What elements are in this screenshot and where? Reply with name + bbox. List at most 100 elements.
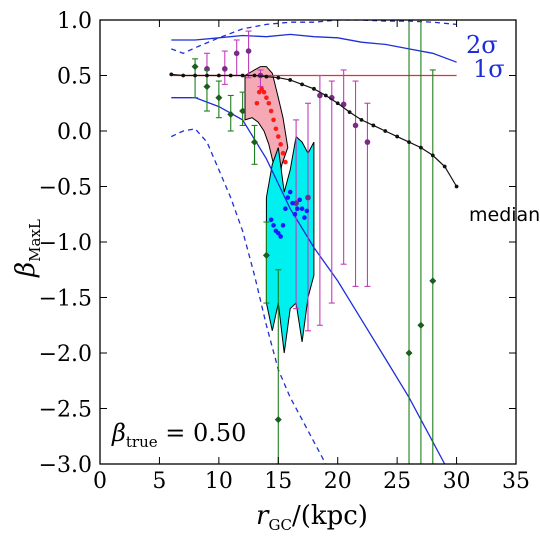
green-point <box>417 321 425 329</box>
sigma2-lower-curve <box>171 128 327 464</box>
median-point <box>359 118 364 122</box>
green-point <box>274 416 282 424</box>
red-dot <box>268 108 274 114</box>
median-point <box>264 74 269 79</box>
red-dot <box>271 117 276 123</box>
red-dot <box>278 142 283 147</box>
y-tick-label: −1.5 <box>39 287 92 312</box>
median-point <box>323 93 328 98</box>
green-point <box>215 94 223 102</box>
median-point <box>276 75 281 80</box>
one-sigma-label: 1σ <box>473 55 505 83</box>
magenta-point <box>317 92 323 99</box>
blue-dot <box>283 206 288 211</box>
green-point <box>203 83 211 91</box>
x-tick-label: 0 <box>93 469 107 494</box>
median-point <box>240 73 245 78</box>
median-point <box>371 123 376 128</box>
median-point <box>430 153 435 158</box>
median-point <box>288 78 293 82</box>
green-point <box>239 107 247 115</box>
blue-dot <box>295 206 300 211</box>
blue-dot <box>292 211 298 217</box>
x-tick-label: 35 <box>502 469 530 494</box>
blue-dot <box>268 217 274 223</box>
blue-dot <box>278 234 283 239</box>
red-dot <box>273 126 279 132</box>
x-tick-label: 25 <box>383 469 411 494</box>
x-axis-title: rGC/(kpc) <box>256 501 368 534</box>
blue-dot <box>304 208 310 214</box>
median-point <box>454 184 459 189</box>
green-point <box>429 277 437 285</box>
red-dot <box>256 89 262 95</box>
two-sigma-label: 2σ <box>466 31 498 59</box>
blue-dot <box>280 223 286 228</box>
red-dot <box>280 150 286 156</box>
blue-dot <box>285 195 291 200</box>
plot-layer <box>169 20 459 464</box>
median-point <box>169 72 174 77</box>
y-tick-label: 1.0 <box>57 9 92 34</box>
blue-dot <box>275 230 281 236</box>
median-point <box>205 73 209 78</box>
x-tick-label: 15 <box>264 469 292 494</box>
median-point <box>407 140 411 145</box>
blue-dot <box>302 215 307 220</box>
y-tick-label: −2.0 <box>39 342 92 367</box>
y-tick-label: −0.5 <box>39 176 92 201</box>
blue-dot <box>290 200 295 206</box>
magenta-point <box>245 48 252 54</box>
red-dot <box>259 86 264 92</box>
red-dot <box>266 100 272 106</box>
median-point <box>181 73 186 78</box>
magenta-point <box>352 122 359 129</box>
green-point <box>405 349 413 357</box>
magenta-point <box>293 200 299 206</box>
y-tick-label: 0.0 <box>57 120 92 145</box>
tick-layer: 0 5 10 15 20 25 30 35 1.0 0.5 0.0 −0.5 −1.0 −1.5 −2.0 −… <box>39 9 530 494</box>
magenta-point <box>233 50 240 57</box>
red-dot <box>275 134 281 139</box>
median-point <box>383 129 388 133</box>
green-point <box>227 110 235 118</box>
y-tick-label: −3.0 <box>39 453 92 478</box>
red-dot <box>283 159 288 165</box>
median-label: median <box>469 204 540 226</box>
green-point <box>262 251 270 259</box>
median-point <box>228 73 233 78</box>
y-tick-label: −2.5 <box>39 398 92 423</box>
blue-dot <box>297 197 302 203</box>
median-point <box>312 86 316 91</box>
x-tick-label: 10 <box>205 469 233 494</box>
green-point <box>191 63 199 71</box>
x-tick-label: 30 <box>443 469 471 494</box>
median-point <box>347 110 352 115</box>
median-point <box>300 82 304 87</box>
x-tick-label: 5 <box>152 469 166 494</box>
red-dot <box>261 89 267 95</box>
median-point <box>442 164 447 169</box>
y-axis-title: βMaxL <box>11 219 44 278</box>
median-point <box>216 73 221 78</box>
blue-dot <box>299 206 305 211</box>
beta-true-label: βtrue = 0.50 <box>111 419 246 451</box>
y-tick-label: 0.5 <box>57 65 92 90</box>
magenta-point <box>305 194 311 201</box>
median-point <box>193 73 197 78</box>
magenta-point <box>364 139 371 145</box>
blue-dot <box>287 189 293 195</box>
median-point <box>252 73 257 78</box>
median-point <box>395 134 400 139</box>
green-point <box>251 138 259 146</box>
median-point <box>419 145 423 150</box>
median-point <box>335 101 340 106</box>
x-tick-label: 20 <box>324 469 352 494</box>
sigma2-upper-curve <box>171 20 457 55</box>
y-tick-label: −1.0 <box>39 231 92 256</box>
magenta-point <box>222 66 228 72</box>
blue-dot <box>271 223 276 228</box>
red-dot <box>264 95 269 100</box>
red-dot <box>254 100 260 106</box>
